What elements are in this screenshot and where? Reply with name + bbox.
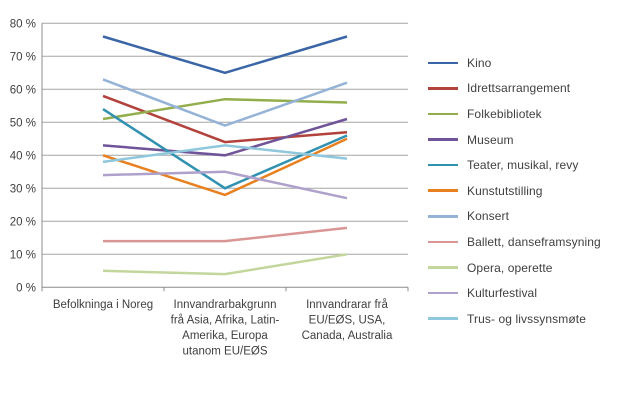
legend-item: Kulturfestival xyxy=(428,280,620,306)
legend-line-swatch xyxy=(428,87,458,90)
legend-label: Kino xyxy=(467,55,492,70)
legend-item: Idrettsarrangement xyxy=(428,76,620,102)
legend-label: Idrettsarrangement xyxy=(467,81,571,96)
x-axis-category-label-line: Innvandrarbakgrunn xyxy=(174,299,277,311)
legend-line-swatch xyxy=(428,61,458,65)
series-line-kunstutstilling xyxy=(102,137,348,197)
legend-item: Konsert xyxy=(428,204,620,230)
legend-line-swatch xyxy=(428,266,458,269)
series-line-museum xyxy=(102,117,348,157)
legend-label: Trus- og livssynsmøte xyxy=(467,311,587,326)
series-line-kulturfestival xyxy=(102,170,348,200)
x-axis-category-label-line: Amerika, Europa xyxy=(182,330,268,342)
legend-item: Teater, musikal, revy xyxy=(428,152,620,178)
legend-label: Teater, musikal, revy xyxy=(467,158,579,173)
x-axis-category-label: Innvandrarbakgrunn frå Asia, Afrika, Lati… xyxy=(171,299,280,358)
y-axis-tick-label: 70 % xyxy=(10,51,36,63)
legend-item: Opera, operette xyxy=(428,255,620,281)
y-axis-tick-label: 10 % xyxy=(10,249,36,261)
legend-label: Konsert xyxy=(467,209,510,224)
series-line-idrettsarrangement xyxy=(102,94,348,144)
series-line-opera-operette xyxy=(102,253,348,276)
x-axis-category-label-line: utanom EU/EØS xyxy=(182,346,267,358)
x-axis-category-label-line: Canada, Australia xyxy=(302,330,393,342)
x-axis-category-label-line: Innvandrarar frå xyxy=(306,299,388,311)
y-axis-tick-label: 40 % xyxy=(10,150,36,162)
legend-label: Museum xyxy=(467,132,514,147)
x-axis-category-label-line: frå Asia, Afrika, Latin- xyxy=(171,315,280,327)
legend-line-swatch xyxy=(428,112,458,116)
y-axis-tick-label: 50 % xyxy=(10,117,36,129)
y-axis-tick-label: 0 % xyxy=(16,282,36,294)
series-line-kino xyxy=(102,35,348,75)
legend-line-swatch xyxy=(428,215,458,218)
chart-legend: Kino Idrettsarrangement Folkebibliotek Muse… xyxy=(428,50,620,332)
x-axis-category-label-line: Befolkninga i Noreg xyxy=(53,299,153,311)
legend-label: Kunstutstilling xyxy=(467,183,543,198)
legend-item: Kunstutstilling xyxy=(428,178,620,204)
legend-line-swatch xyxy=(428,317,458,321)
legend-label: Kulturfestival xyxy=(467,286,538,301)
x-axis-category-label: Befolkninga i Noreg xyxy=(53,299,153,311)
legend-label: Ballett, danseframsyning xyxy=(467,234,601,249)
legend-item: Kino xyxy=(428,50,620,76)
legend-line-swatch xyxy=(428,240,458,244)
legend-item: Trus- og livssynsmøte xyxy=(428,306,620,332)
legend-item: Museum xyxy=(428,127,620,153)
series-line-konsert xyxy=(102,78,348,127)
y-axis-tick-label: 80 % xyxy=(10,18,36,30)
series-line-ballett-danseframsyning xyxy=(103,226,348,243)
x-axis-category-label: Innvandrarar frå EU/EØS, USA, Canada, Aust… xyxy=(302,299,393,342)
series-line-trus-og-livssynsm-te xyxy=(102,144,348,164)
legend-line-swatch xyxy=(428,138,458,141)
legend-line-swatch xyxy=(428,189,458,193)
x-axis-category-label-line: EU/EØS, USA, xyxy=(309,315,386,327)
series-line-folkebibliotek xyxy=(102,97,348,121)
legend-label: Folkebibliotek xyxy=(467,106,542,121)
legend-item: Folkebibliotek xyxy=(428,101,620,127)
legend-line-swatch xyxy=(428,163,458,167)
legend-item: Ballett, danseframsyning xyxy=(428,229,620,255)
y-axis-tick-label: 20 % xyxy=(10,216,36,228)
legend-label: Opera, operette xyxy=(467,260,553,275)
legend-line-swatch xyxy=(428,291,458,295)
y-axis-tick-label: 30 % xyxy=(10,183,36,195)
y-axis-tick-label: 60 % xyxy=(10,84,36,96)
